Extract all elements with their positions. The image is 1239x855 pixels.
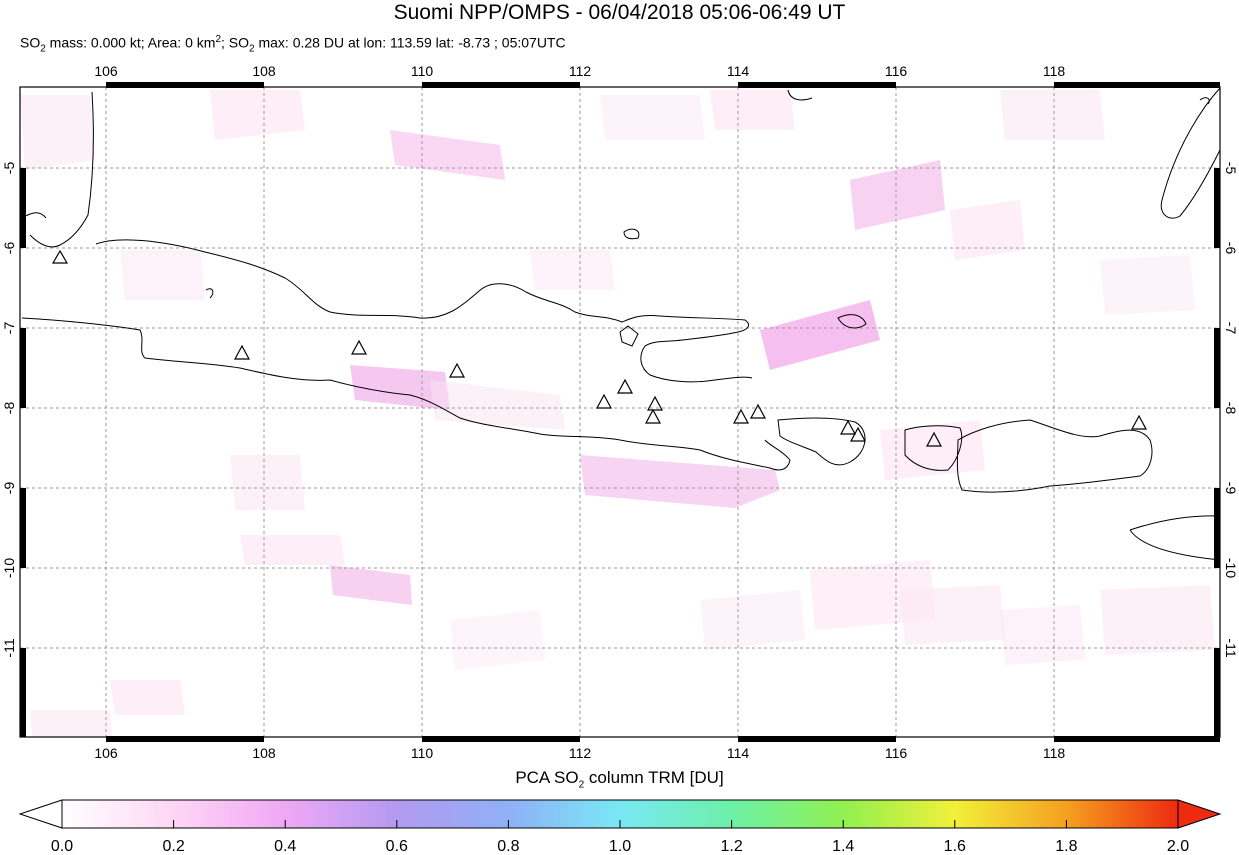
lat-tick-label: -6 — [1223, 242, 1239, 255]
map-gridlines — [20, 87, 1220, 737]
lat-tick-label: -7 — [1, 322, 17, 335]
volcano-icon — [925, 431, 943, 447]
volcano-icon — [644, 408, 662, 424]
lon-tick-label: 108 — [252, 745, 276, 761]
volcano-icon — [595, 393, 613, 409]
lat-tick-label: -11 — [1223, 638, 1239, 657]
volcano-icon — [448, 362, 466, 378]
volcano-icon — [849, 426, 867, 442]
lat-tick-label: -10 — [1223, 558, 1239, 578]
colorbar-tick-label: 0.0 — [51, 838, 73, 855]
colorbar-tick-label: 0.4 — [274, 838, 296, 855]
lon-tick-label: 110 — [411, 63, 434, 79]
lon-tick-label: 110 — [411, 745, 434, 761]
lat-tick-label: -6 — [1, 242, 17, 255]
volcano-icon — [350, 339, 368, 355]
volcano-icon — [51, 249, 69, 264]
volcano-icon — [732, 408, 750, 424]
colorbar-tick-label: 2.0 — [1167, 838, 1189, 855]
map-title: Suomi NPP/OMPS - 06/04/2018 05:06-06:49 … — [393, 1, 846, 24]
volcano-icon — [616, 378, 634, 394]
volcano-icon — [749, 403, 767, 419]
colorbar-tick-label: 0.8 — [497, 838, 519, 855]
volcano-icon — [233, 344, 251, 360]
frame-scale-bars — [20, 82, 1220, 742]
colorbar-ticks: 0.0 0.2 0.4 0.6 0.8 1.0 1.2 1.4 1.6 1.8 2.0 — [51, 820, 1189, 855]
colorbar-tick-label: 1.2 — [720, 838, 742, 855]
colorbar-tick-label: 1.6 — [944, 838, 966, 855]
map-subtitle: SO2 mass: 0.000 kt; Area: 0 km2; SO2 max… — [20, 34, 566, 55]
lon-tick-label: 116 — [885, 63, 908, 79]
map-frame — [19, 86, 1221, 738]
lat-labels-left: -5 -6 -7 -8 -9 -10 -11 — [1, 162, 17, 658]
volcano-icon — [646, 395, 664, 411]
colorbar-title: PCA SO2 column TRM [DU] — [515, 768, 724, 791]
lat-tick-label: -8 — [1223, 402, 1239, 415]
lon-tick-label: 114 — [727, 745, 750, 761]
lon-labels-bottom: 106 108 110 112 114 116 118 — [94, 745, 1065, 761]
volcano-markers — [51, 249, 1148, 447]
so2-pixels — [20, 90, 1215, 736]
lat-tick-label: -5 — [1, 162, 17, 175]
colorbar: 0.0 0.2 0.4 0.6 0.8 1.0 1.2 1.4 1.6 1.8 2.0 — [18, 799, 1222, 855]
lat-tick-label: -8 — [1, 402, 17, 415]
colorbar-tick-label: 0.6 — [386, 838, 408, 855]
colorbar-tick-label: 1.4 — [832, 838, 854, 855]
lat-tick-label: -9 — [1, 482, 17, 495]
colorbar-tick-label: 1.8 — [1055, 838, 1077, 855]
colorbar-max-arrow — [1177, 799, 1222, 829]
colorbar-min-arrow — [18, 799, 63, 829]
lat-tick-label: -9 — [1223, 482, 1239, 495]
lat-tick-label: -11 — [1, 638, 17, 657]
lon-tick-label: 116 — [885, 745, 908, 761]
lon-tick-label: 112 — [569, 63, 592, 79]
lon-tick-label: 114 — [727, 63, 750, 79]
lon-tick-label: 106 — [94, 745, 118, 761]
volcano-icon — [1130, 414, 1148, 430]
lat-tick-label: -7 — [1223, 322, 1239, 335]
lon-labels-top: 106 108 110 112 114 116 118 — [94, 63, 1065, 79]
colorbar-tick-label: 1.0 — [609, 838, 631, 855]
lat-labels-right: -5 -6 -7 -8 -9 -10 -11 — [1223, 162, 1239, 658]
volcano-icon — [839, 419, 857, 435]
colorbar-tick-label: 0.2 — [162, 838, 184, 855]
lat-tick-label: -5 — [1223, 162, 1239, 175]
lon-tick-label: 106 — [94, 63, 118, 79]
lon-tick-label: 118 — [1043, 63, 1066, 79]
coastlines — [21, 87, 1221, 561]
lat-tick-label: -10 — [1, 558, 17, 578]
lon-tick-label: 112 — [569, 745, 592, 761]
lon-tick-label: 108 — [252, 63, 276, 79]
lon-tick-label: 118 — [1043, 745, 1066, 761]
